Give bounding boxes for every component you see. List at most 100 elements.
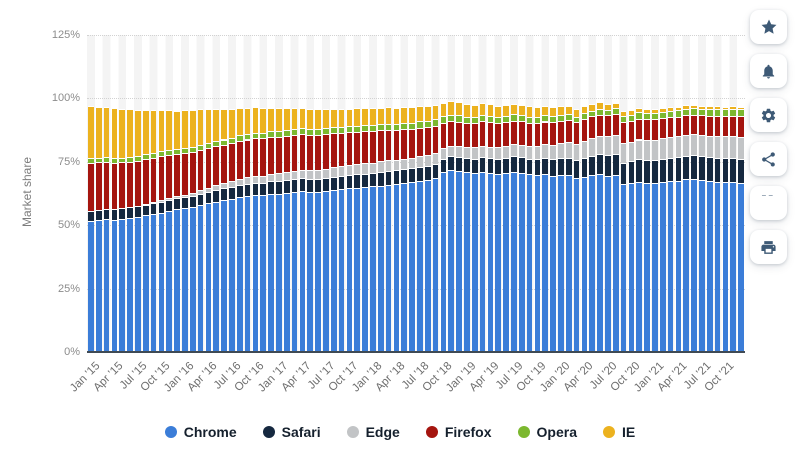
bar-segment-edge[interactable] [417, 155, 423, 167]
bar-segment-firefox[interactable] [276, 136, 282, 174]
bar-segment-chrome[interactable] [213, 201, 220, 352]
bar-segment-chrome[interactable] [652, 182, 658, 352]
bar-segment-ie[interactable] [440, 102, 447, 117]
bar-segment-firefox[interactable] [299, 133, 306, 170]
bar-segment-firefox[interactable] [511, 120, 517, 145]
bar-segment-chrome[interactable] [103, 219, 110, 352]
bar-segment-firefox[interactable] [174, 153, 180, 196]
bar-segment-safari[interactable] [307, 179, 314, 193]
bar-segment-opera[interactable] [252, 132, 259, 139]
bar-segment-firefox[interactable] [88, 162, 94, 211]
bar-segment-firefox[interactable] [589, 116, 596, 138]
bar-segment-ie[interactable] [683, 105, 690, 109]
bar-segment-opera[interactable] [393, 123, 400, 130]
bar-segment-safari[interactable] [268, 181, 274, 195]
bar-segment-ie[interactable] [581, 105, 588, 114]
bar-segment-chrome[interactable] [260, 195, 267, 352]
bar-segment-safari[interactable] [448, 156, 455, 170]
bar-segment-firefox[interactable] [127, 161, 133, 208]
bar-segment-firefox[interactable] [393, 129, 400, 160]
bar-segment-safari[interactable] [197, 193, 204, 206]
bar-segment-firefox[interactable] [722, 116, 729, 137]
bar-segment-safari[interactable] [534, 158, 541, 175]
bar-segment-ie[interactable] [95, 106, 102, 158]
bar-segment-opera[interactable] [503, 115, 509, 122]
bar-segment-ie[interactable] [487, 104, 494, 116]
bar-segment-opera[interactable] [119, 157, 126, 163]
bar-segment-edge[interactable] [244, 177, 251, 184]
bar-segment-safari[interactable] [526, 158, 533, 175]
bar-segment-opera[interactable] [605, 109, 611, 116]
bar-segment-edge[interactable] [150, 201, 157, 204]
bar-segment-firefox[interactable] [150, 158, 157, 202]
bar-segment-opera[interactable] [111, 157, 118, 163]
bar-segment-chrome[interactable] [205, 203, 212, 352]
bar-segment-opera[interactable] [189, 147, 196, 153]
bar-segment-ie[interactable] [565, 105, 572, 115]
bar-segment-ie[interactable] [738, 106, 744, 110]
bar-segment-chrome[interactable] [503, 172, 509, 352]
bar-segment-chrome[interactable] [229, 198, 235, 352]
bar-segment-opera[interactable] [260, 132, 267, 139]
bar-segment-ie[interactable] [612, 102, 619, 109]
bar-segment-edge[interactable] [534, 145, 541, 159]
bar-segment-ie[interactable] [644, 108, 650, 114]
bar-segment-edge[interactable] [354, 164, 361, 175]
bar-segment-safari[interactable] [683, 155, 690, 180]
bar-segment-chrome[interactable] [417, 180, 423, 352]
bar-segment-ie[interactable] [323, 109, 329, 129]
bar-segment-safari[interactable] [417, 166, 423, 181]
bar-segment-ie[interactable] [182, 109, 188, 149]
bar-segment-edge[interactable] [166, 197, 173, 201]
bar-segment-ie[interactable] [158, 110, 165, 152]
bar-segment-edge[interactable] [597, 135, 603, 155]
bar-segment-safari[interactable] [605, 155, 611, 176]
bar-segment-safari[interactable] [487, 158, 494, 173]
bar-segment-opera[interactable] [276, 131, 282, 137]
bar-segment-safari[interactable] [558, 157, 564, 175]
bar-segment-opera[interactable] [291, 128, 298, 135]
bar-segment-opera[interactable] [706, 109, 713, 117]
bar-segment-chrome[interactable] [620, 184, 627, 352]
bar-segment-chrome[interactable] [88, 220, 94, 352]
bar-segment-ie[interactable] [424, 105, 431, 121]
bar-segment-chrome[interactable] [518, 172, 525, 352]
bar-segment-ie[interactable] [111, 108, 118, 158]
bar-segment-ie[interactable] [370, 108, 376, 126]
bar-segment-ie[interactable] [291, 107, 298, 129]
bar-segment-chrome[interactable] [370, 186, 376, 352]
bar-segment-safari[interactable] [667, 158, 674, 182]
bar-segment-edge[interactable] [409, 157, 415, 169]
bar-segment-chrome[interactable] [448, 169, 455, 352]
bar-segment-firefox[interactable] [244, 139, 251, 178]
bar-segment-safari[interactable] [565, 157, 572, 176]
bar-segment-ie[interactable] [691, 105, 697, 109]
bar-segment-opera[interactable] [518, 115, 525, 122]
bar-segment-opera[interactable] [401, 122, 408, 130]
bar-segment-edge[interactable] [158, 199, 165, 202]
bar-segment-ie[interactable] [135, 109, 141, 156]
bar-segment-edge[interactable] [393, 159, 400, 171]
bar-segment-ie[interactable] [409, 107, 415, 123]
bar-segment-chrome[interactable] [581, 176, 588, 352]
bar-segment-edge[interactable] [699, 134, 705, 156]
bar-segment-safari[interactable] [644, 160, 650, 183]
bar-segment-safari[interactable] [174, 198, 180, 210]
bar-segment-chrome[interactable] [730, 182, 737, 352]
bar-segment-ie[interactable] [127, 109, 133, 157]
bar-segment-chrome[interactable] [479, 171, 486, 352]
bar-segment-firefox[interactable] [252, 138, 259, 176]
bar-segment-opera[interactable] [142, 154, 149, 160]
bar-segment-ie[interactable] [722, 106, 729, 110]
bar-segment-safari[interactable] [135, 206, 141, 217]
bar-segment-ie[interactable] [244, 107, 251, 135]
bar-segment-chrome[interactable] [307, 192, 314, 352]
bar-segment-opera[interactable] [620, 115, 627, 122]
bar-segment-opera[interactable] [182, 148, 188, 154]
bar-segment-safari[interactable] [236, 184, 243, 198]
bar-segment-ie[interactable] [119, 108, 126, 158]
bar-segment-firefox[interactable] [346, 132, 353, 166]
bar-segment-opera[interactable] [229, 137, 235, 144]
bar-segment-chrome[interactable] [182, 208, 188, 352]
bar-segment-opera[interactable] [456, 115, 462, 122]
